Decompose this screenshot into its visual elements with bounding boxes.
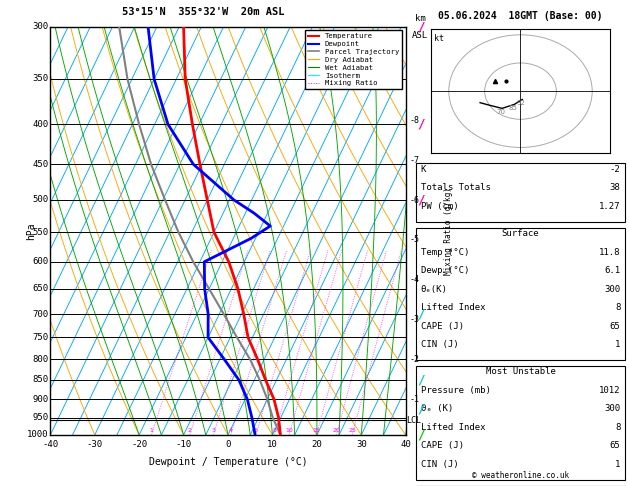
Text: Most Unstable: Most Unstable [486, 367, 555, 377]
Text: 300: 300 [604, 404, 620, 414]
Text: 6.1: 6.1 [604, 266, 620, 276]
Text: 20: 20 [311, 440, 322, 449]
Text: 05.06.2024  18GMT (Base: 00): 05.06.2024 18GMT (Base: 00) [438, 11, 603, 21]
Text: Mixing Ratio (g/kg): Mixing Ratio (g/kg) [444, 187, 453, 275]
Legend: Temperature, Dewpoint, Parcel Trajectory, Dry Adiabat, Wet Adiabat, Isotherm, Mi: Temperature, Dewpoint, Parcel Trajectory… [305, 30, 402, 89]
Text: 400: 400 [33, 120, 48, 129]
Text: 8: 8 [615, 303, 620, 312]
Text: 1012: 1012 [599, 386, 620, 395]
Text: 1.27: 1.27 [599, 202, 620, 211]
Text: -1: -1 [410, 395, 420, 404]
Text: 40: 40 [400, 440, 411, 449]
Text: hPa: hPa [26, 222, 36, 240]
Text: -4: -4 [410, 276, 420, 284]
Text: 10: 10 [267, 440, 278, 449]
Text: 65: 65 [610, 322, 620, 331]
Text: CAPE (J): CAPE (J) [421, 441, 464, 451]
Text: 25: 25 [348, 428, 356, 433]
Text: © weatheronline.co.uk: © weatheronline.co.uk [472, 471, 569, 480]
Text: 20: 20 [333, 428, 340, 433]
Text: 30: 30 [356, 440, 367, 449]
Text: 700: 700 [33, 310, 48, 318]
Text: Lifted Index: Lifted Index [421, 423, 485, 432]
Text: -7: -7 [410, 156, 420, 165]
Text: /: / [418, 20, 425, 33]
Text: 1: 1 [615, 460, 620, 469]
Text: 850: 850 [33, 375, 48, 384]
Text: 300: 300 [33, 22, 48, 31]
Text: 10: 10 [285, 428, 293, 433]
Text: 0: 0 [225, 440, 231, 449]
Text: K: K [421, 165, 426, 174]
Text: 70: 70 [497, 109, 506, 115]
Text: 500: 500 [33, 195, 48, 205]
Text: 600: 600 [33, 257, 48, 266]
Text: θₑ(K): θₑ(K) [421, 285, 448, 294]
Text: Totals Totals: Totals Totals [421, 183, 491, 192]
Text: kt: kt [435, 34, 445, 43]
Text: -6: -6 [410, 195, 420, 205]
Text: 300: 300 [604, 285, 620, 294]
Text: /: / [418, 373, 425, 386]
Text: θₑ (K): θₑ (K) [421, 404, 453, 414]
Text: -2: -2 [610, 165, 620, 174]
Text: Surface: Surface [502, 229, 539, 239]
Text: /: / [418, 193, 425, 207]
Text: 6: 6 [254, 428, 258, 433]
Text: 750: 750 [33, 333, 48, 342]
Text: /: / [418, 429, 425, 441]
Text: 3: 3 [211, 428, 215, 433]
Text: 2: 2 [188, 428, 192, 433]
Text: -8: -8 [410, 116, 420, 125]
Text: 1: 1 [150, 428, 153, 433]
Text: -5: -5 [410, 236, 420, 244]
Text: 15: 15 [313, 428, 320, 433]
Text: Dewpoint / Temperature (°C): Dewpoint / Temperature (°C) [148, 457, 308, 468]
Text: 11.8: 11.8 [599, 248, 620, 257]
Text: 8: 8 [615, 423, 620, 432]
Text: 1: 1 [615, 340, 620, 349]
Text: 85: 85 [509, 105, 518, 111]
Text: Dewp (°C): Dewp (°C) [421, 266, 469, 276]
Text: 350: 350 [33, 74, 48, 84]
Text: 1000: 1000 [27, 431, 48, 439]
Text: 800: 800 [33, 355, 48, 364]
Text: LCL: LCL [406, 416, 421, 425]
Text: 8: 8 [272, 428, 276, 433]
Text: 53°15'N  355°32'W  20m ASL: 53°15'N 355°32'W 20m ASL [122, 6, 284, 17]
Text: -20: -20 [131, 440, 147, 449]
Bar [416, 163, 625, 222]
Text: CIN (J): CIN (J) [421, 340, 459, 349]
Text: 950: 950 [33, 413, 48, 422]
Bar [416, 366, 625, 480]
Text: 650: 650 [33, 284, 48, 294]
Text: Temp (°C): Temp (°C) [421, 248, 469, 257]
Text: 550: 550 [33, 228, 48, 237]
Text: 900: 900 [33, 395, 48, 404]
Text: km: km [415, 14, 425, 23]
Text: ASL: ASL [412, 31, 428, 40]
Text: /: / [418, 402, 425, 415]
Text: 38: 38 [610, 183, 620, 192]
Text: -30: -30 [87, 440, 103, 449]
Text: 65: 65 [610, 441, 620, 451]
Text: /: / [418, 308, 425, 321]
Bar [416, 228, 625, 360]
Text: CAPE (J): CAPE (J) [421, 322, 464, 331]
Text: Pressure (mb): Pressure (mb) [421, 386, 491, 395]
Text: -40: -40 [42, 440, 58, 449]
Text: CIN (J): CIN (J) [421, 460, 459, 469]
Text: 92: 92 [517, 100, 526, 106]
Text: -3: -3 [410, 315, 420, 324]
Text: -10: -10 [175, 440, 192, 449]
Text: Lifted Index: Lifted Index [421, 303, 485, 312]
Text: /: / [418, 118, 425, 131]
Text: 450: 450 [33, 160, 48, 169]
Text: -2: -2 [410, 355, 420, 364]
Text: 4: 4 [229, 428, 233, 433]
Text: PW (cm): PW (cm) [421, 202, 459, 211]
